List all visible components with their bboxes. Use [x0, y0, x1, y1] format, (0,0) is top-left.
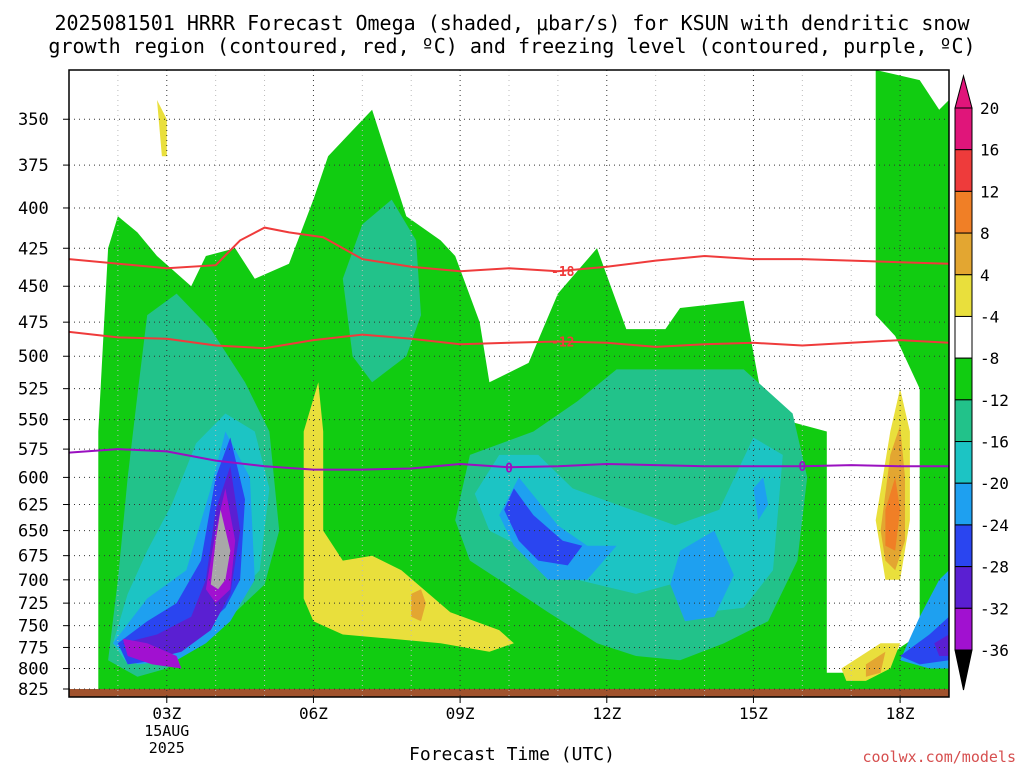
- omega-region-m28-15: [934, 634, 949, 656]
- colorbar-label-3: 8: [980, 224, 990, 243]
- colorbar-label-2: 12: [980, 182, 999, 201]
- colorbar-label-0: 20: [980, 99, 999, 118]
- chart-title-line2: growth region (contoured, red, ºC) and f…: [48, 34, 976, 58]
- y-tick-label-725: 725: [18, 594, 49, 614]
- chart-title-line1: 2025081501 HRRR Forecast Omega (shaded, …: [54, 11, 970, 35]
- x-tick-label-06Z: 06Z: [299, 704, 328, 723]
- y-tick-label-475: 475: [18, 313, 49, 333]
- y-tick-label-375: 375: [18, 156, 49, 176]
- omega-region-m32-16: [122, 638, 182, 669]
- colorbar-swatch-10: [954, 524, 973, 568]
- y-tick-label-550: 550: [18, 411, 49, 431]
- colorbar-label-7: -12: [980, 391, 1009, 410]
- colorbar-swatch-11: [954, 566, 973, 609]
- colorbar-label-1: 16: [980, 141, 999, 160]
- omega-region-4-19: [303, 382, 514, 652]
- colorbar-label-12: -32: [980, 599, 1009, 618]
- colorbar-label-13: -36: [980, 641, 1009, 660]
- colorbar-swatch-4: [954, 274, 973, 317]
- y-tick-label-575: 575: [18, 440, 49, 460]
- contour-label-0: 0: [505, 461, 513, 476]
- colorbar-label-4: 4: [980, 266, 990, 285]
- colorbar: 20 16 12 8 4 -4 -8 -12 -16 -20 -24 -28 -32 -36: [954, 74, 1009, 691]
- omega-region-4-22: [157, 100, 167, 157]
- terrain-strip: [69, 689, 949, 697]
- x-tick-label-12Z: 12Z: [592, 704, 621, 723]
- y-tick-label-700: 700: [18, 571, 49, 591]
- omega-region-12-26: [885, 477, 901, 551]
- colorbar-swatch-0: [954, 107, 973, 151]
- y-tick-label-625: 625: [18, 496, 49, 516]
- y-tick-label-675: 675: [18, 547, 49, 567]
- colorbar-label-6: -8: [980, 349, 999, 368]
- colorbar-label-8: -16: [980, 433, 1009, 452]
- x-axis-label: Forecast Time (UTC): [409, 744, 615, 765]
- y-tick-label-750: 750: [18, 617, 49, 637]
- contour-label--12: -12: [551, 336, 574, 351]
- contour-dendritic--18: [69, 226, 949, 273]
- colorbar-label-10: -24: [980, 516, 1009, 535]
- x-tick-label-15Z: 15Z: [739, 704, 768, 723]
- y-tick-label-500: 500: [18, 347, 49, 367]
- contour-label-0: 0: [798, 460, 806, 475]
- x-tick-sublabel-date: 15AUG: [144, 722, 189, 740]
- y-tick-label-525: 525: [18, 380, 49, 400]
- credit-text: coolwx.com/models: [862, 748, 1016, 766]
- contour-freezing-0: [69, 448, 949, 471]
- contours: -18 -12 0 0: [69, 226, 949, 476]
- colorbar-swatch-6: [954, 357, 973, 401]
- omega-region-8-25: [865, 651, 886, 677]
- y-tick-label-350: 350: [18, 110, 49, 130]
- omega-region-m36-18: [210, 509, 231, 590]
- colorbar-swatch-9: [954, 482, 973, 526]
- colorbar-label-11: -28: [980, 558, 1009, 577]
- colorbar-swatch-8: [954, 441, 973, 484]
- omega-region-m24-12: [504, 488, 583, 566]
- x-tick-label-03Z: 03Z: [152, 704, 181, 723]
- y-tick-label-400: 400: [18, 199, 49, 219]
- colorbar-label-5: -4: [980, 307, 999, 326]
- colorbar-label-9: -20: [980, 474, 1009, 493]
- x-tick-label-18Z: 18Z: [886, 704, 915, 723]
- omega-region-m20-8: [670, 530, 734, 622]
- omega-region-8-24: [411, 589, 426, 622]
- contour-label--18: -18: [551, 265, 575, 280]
- colorbar-swatch-5: [954, 315, 973, 359]
- omega-region-m24-13: [900, 616, 949, 665]
- y-tick-label-650: 650: [18, 522, 49, 542]
- colorbar-swatch-7: [954, 399, 973, 443]
- colorbar-swatch-2: [954, 190, 973, 234]
- y-tick-label-425: 425: [18, 239, 49, 259]
- y-tick-label-800: 800: [18, 660, 49, 680]
- y-tick-label-825: 825: [18, 680, 49, 700]
- omega-region-m20-9: [753, 477, 769, 521]
- plot-frame: [68, 69, 950, 698]
- colorbar-swatch-3: [954, 232, 973, 276]
- y-tick-label-775: 775: [18, 638, 49, 658]
- omega-region-m28-14: [122, 466, 241, 661]
- omega-field: [69, 70, 949, 697]
- contour-dendritic--12: [69, 330, 949, 350]
- colorbar-top-arrow: [954, 74, 973, 109]
- colorbar-swatch-12: [954, 607, 973, 651]
- y-tick-label-450: 450: [18, 277, 49, 297]
- colorbar-bottom-arrow: [954, 649, 973, 691]
- y-tick-label-600: 600: [18, 468, 49, 488]
- x-tick-label-09Z: 09Z: [446, 704, 475, 723]
- gridlines: [69, 70, 949, 697]
- colorbar-swatch-1: [954, 149, 973, 192]
- omega-region-m20-7: [499, 477, 617, 580]
- x-tick-sublabel-year: 2025: [149, 739, 185, 757]
